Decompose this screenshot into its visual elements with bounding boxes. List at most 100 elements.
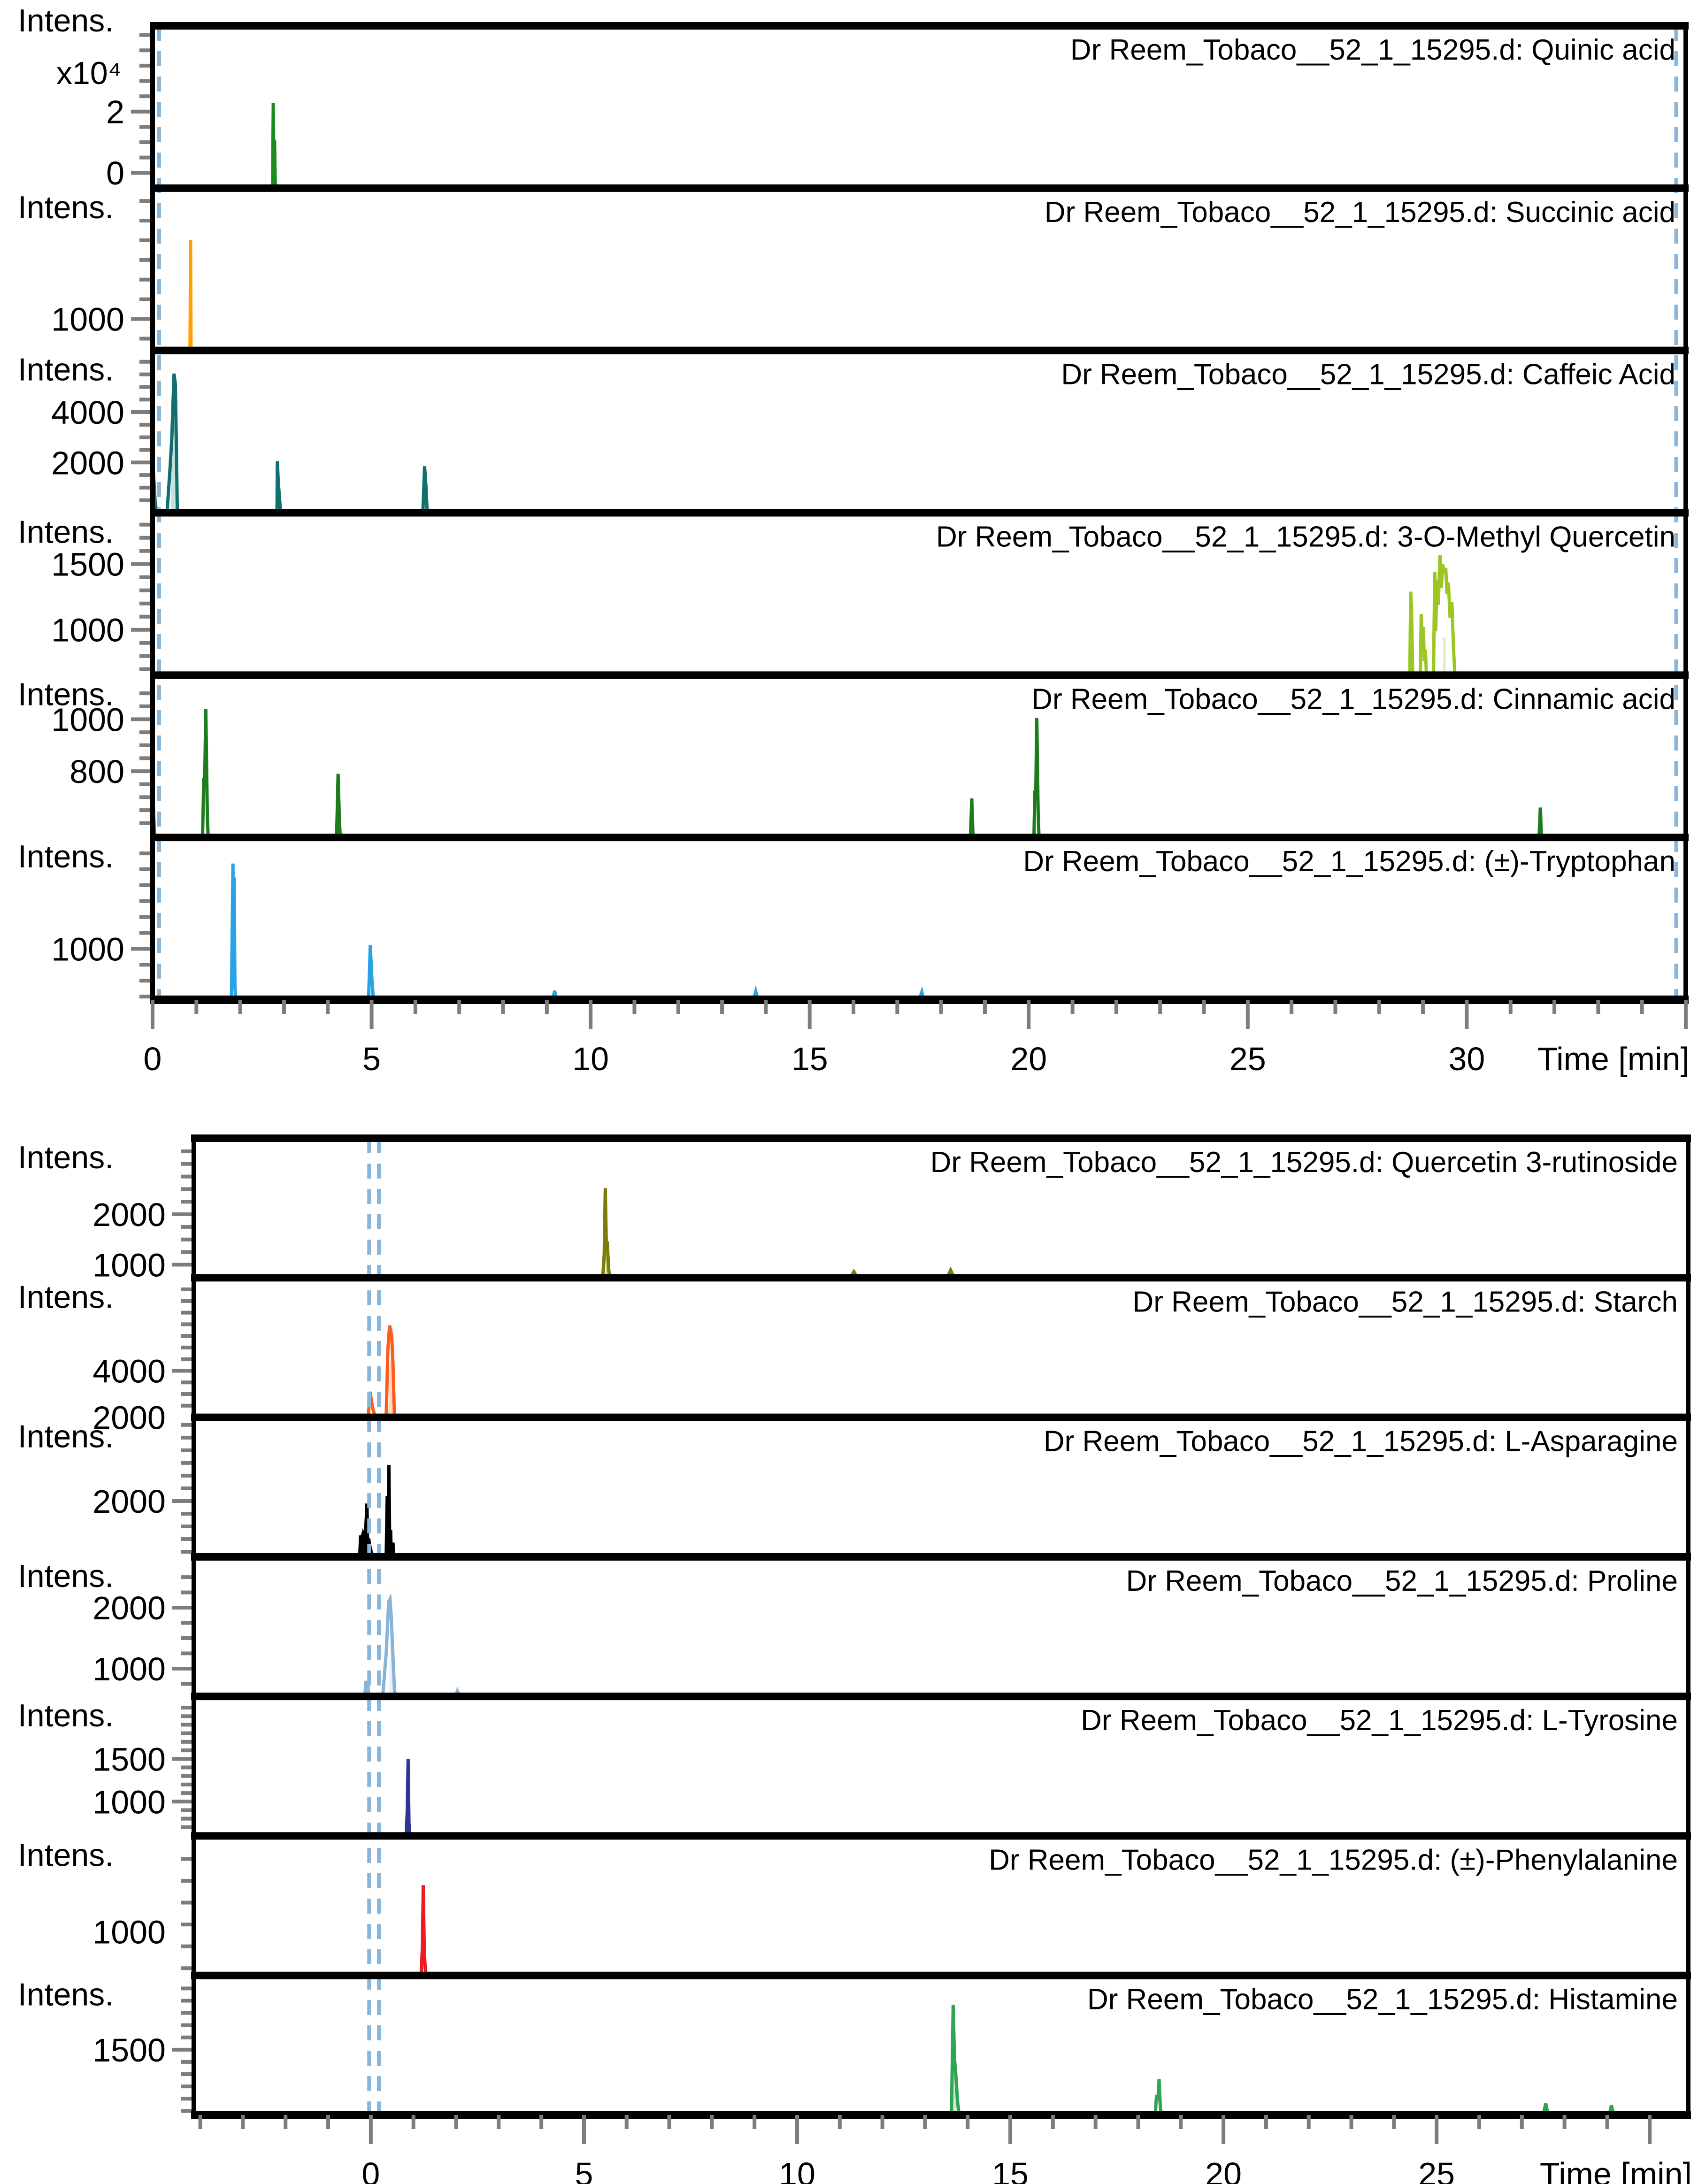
- intensity-axis-label: Intens.: [18, 1837, 114, 1873]
- y-tick-label: 1000: [92, 1651, 166, 1687]
- intensity-axis-label: Intens.: [18, 1419, 114, 1455]
- trace-title: Dr Reem_Tobaco__52_1_15295.d: Histamine: [1087, 1984, 1678, 2016]
- x-tick-label: 10: [572, 1041, 609, 1077]
- peak-fill: [389, 1626, 393, 1697]
- trace-title: Dr Reem_Tobaco__52_1_15295.d: (±)-Trypto…: [1023, 845, 1675, 878]
- intensity-axis-label: Intens.: [18, 1698, 114, 1733]
- y-tick-label: 1000: [51, 612, 124, 649]
- intensity-axis-label: Intens.: [18, 1279, 114, 1315]
- intensity-axis-label: Intens.: [18, 1977, 114, 2013]
- y-tick-label: 4000: [92, 1353, 166, 1389]
- y-tick-label: 800: [69, 753, 124, 790]
- trace-starch: 4000 2000 Intens. Dr Reem_Tobaco__52_1_1529…: [18, 1279, 1678, 1436]
- peak-line: [270, 103, 278, 190]
- x-tick-label: 30: [1448, 1041, 1485, 1077]
- x-tick-label: 5: [575, 2156, 593, 2184]
- y-tick-label: 4000: [51, 394, 124, 431]
- time-axis-label: Time [min]: [1540, 2156, 1692, 2184]
- trace-title: Dr Reem_Tobaco__52_1_15295.d: Quercetin …: [930, 1146, 1678, 1179]
- trace-succinic-acid: 1000 Intens. Dr Reem_Tobaco__52_1_15295.d:…: [18, 190, 1675, 351]
- intensity-axis-label: Intens.: [18, 839, 114, 874]
- trace-title: Dr Reem_Tobaco__52_1_15295.d: Cinnamic a…: [1031, 683, 1675, 715]
- trace-title: Dr Reem_Tobaco__52_1_15295.d: Proline: [1126, 1565, 1678, 1597]
- x-tick-label: 20: [1010, 1041, 1047, 1077]
- peak-line: [968, 798, 975, 838]
- y-tick-label: 1000: [51, 701, 124, 738]
- intensity-axis-unit: x10⁴: [56, 55, 122, 91]
- x-tick-label: 0: [361, 2156, 380, 2184]
- peak-line: [1432, 554, 1457, 675]
- y-tick-label: 1500: [92, 2032, 166, 2069]
- y-tick-label: 1000: [92, 1784, 166, 1820]
- intensity-axis-label: Intens.: [18, 3, 114, 38]
- y-tick-label: 1500: [51, 546, 124, 583]
- y-tick-label: 2000: [51, 444, 124, 481]
- peak-line: [230, 863, 238, 1000]
- peak-line: [950, 2005, 961, 2115]
- intensity-axis-label: Intens.: [18, 676, 114, 712]
- trace-title: Dr Reem_Tobaco__52_1_15295.d: (±)-Phenyl…: [989, 1844, 1678, 1876]
- peak-line: [404, 1759, 412, 1836]
- trace-title: Dr Reem_Tobaco__52_1_15295.d: L-Asparagi…: [1044, 1425, 1678, 1458]
- trace-proline: 2000 1000 Intens. Dr Reem_Tobaco__52_1_1529…: [18, 1558, 1678, 1697]
- intensity-axis-label: Intens.: [18, 514, 114, 550]
- trace--phenylalanine: 1000 Intens. Dr Reem_Tobaco__52_1_15295.d:…: [18, 1837, 1678, 1976]
- y-tick-label: 2000: [92, 1590, 166, 1626]
- peak-line: [200, 709, 210, 838]
- peak-fill: [1443, 637, 1446, 675]
- peak-line: [275, 461, 283, 513]
- x-tick-label: 25: [1229, 1041, 1266, 1077]
- intensity-axis-label: Intens.: [18, 1140, 114, 1175]
- intensity-axis-label: Intens.: [18, 1558, 114, 1594]
- trace-title: Dr Reem_Tobaco__52_1_15295.d: Caffeic Ac…: [1061, 359, 1675, 391]
- peak-line: [381, 1593, 397, 1697]
- y-tick-label: 1000: [92, 1914, 166, 1951]
- y-tick-label: 2: [106, 94, 124, 130]
- trace-3-o-methyl-quercetin: 1500 1000 Intens. Dr Reem_Tobaco__52_1_1529…: [18, 514, 1675, 675]
- x-tick-label: 5: [362, 1041, 381, 1077]
- peak-line: [367, 945, 375, 1000]
- trace-caffeic-acid: 4000 2000 Intens. Dr Reem_Tobaco__52_1_1529…: [18, 352, 1675, 513]
- y-tick-label: 1000: [51, 301, 124, 338]
- trace-title: Dr Reem_Tobaco__52_1_15295.d: Succinic a…: [1045, 196, 1675, 229]
- y-tick-label: 2000: [92, 1400, 166, 1436]
- peak-line: [165, 373, 179, 513]
- trace-title: Dr Reem_Tobaco__52_1_15295.d: Quinic aci…: [1070, 34, 1675, 66]
- peak-line: [384, 1465, 393, 1557]
- y-tick-label: 1500: [92, 1741, 166, 1778]
- time-axis-label: Time [min]: [1537, 1041, 1690, 1077]
- peak-line: [1419, 613, 1429, 675]
- peak-line: [1153, 2079, 1163, 2115]
- x-tick-label: 15: [992, 2156, 1029, 2184]
- trace-title: Dr Reem_Tobaco__52_1_15295.d: L-Tyrosine: [1081, 1704, 1678, 1737]
- peak-line: [1032, 718, 1041, 838]
- y-tick-label: 1000: [51, 931, 124, 968]
- peak-line: [384, 1325, 397, 1418]
- trace-quinic-acid: 2 0 Intens. x10⁴ Dr Reem_Tobaco__52_1_15295.…: [18, 3, 1675, 192]
- peak-line: [363, 1680, 371, 1697]
- trace-l-asparagine: 2000 Intens. Dr Reem_Tobaco__52_1_15295.d:…: [18, 1419, 1678, 1557]
- peak-line: [419, 1885, 428, 1976]
- trace-l-tyrosine: 1500 1000 Intens. Dr Reem_Tobaco__52_1_1529…: [18, 1698, 1678, 1836]
- peak-line: [335, 774, 342, 838]
- trace-histamine: 1500 Intens. Dr Reem_Tobaco__52_1_15295.d:…: [18, 1977, 1678, 2115]
- peak-line: [601, 1188, 612, 1278]
- y-tick-label: 2000: [92, 1196, 166, 1233]
- peak-line: [1537, 807, 1544, 838]
- trace-cinnamic-acid: 1000 800 Intens. Dr Reem_Tobaco__52_1_15295…: [18, 676, 1675, 838]
- x-tick-label: 0: [144, 1041, 162, 1077]
- x-tick-label: 20: [1205, 2156, 1242, 2184]
- y-tick-label: 1000: [92, 1247, 166, 1283]
- x-tick-label: 10: [779, 2156, 815, 2184]
- peak-line: [188, 240, 193, 351]
- intensity-axis-label: Intens.: [18, 352, 114, 388]
- trace-title: Dr Reem_Tobaco__52_1_15295.d: 3-O-Methyl…: [936, 521, 1675, 553]
- peak-line: [421, 466, 429, 513]
- peak-line: [1408, 591, 1415, 675]
